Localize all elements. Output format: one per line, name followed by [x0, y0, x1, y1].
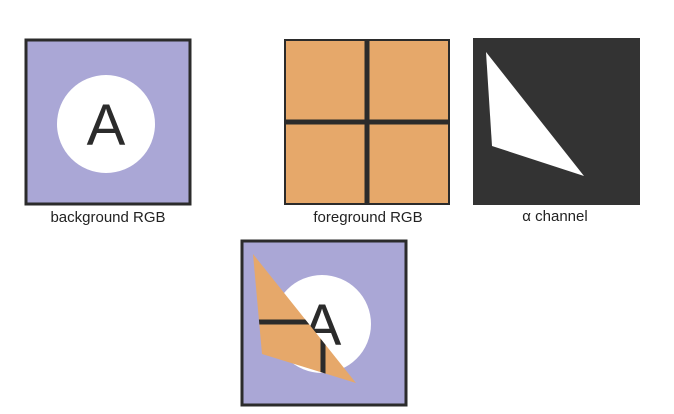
- background-caption: background RGB: [50, 209, 165, 226]
- composite-panel: A: [240, 239, 408, 407]
- foreground-caption: foreground RGB: [313, 209, 422, 226]
- alpha-shape: [486, 52, 584, 176]
- background-letter: A: [87, 93, 126, 158]
- background-circle: [57, 75, 155, 173]
- alpha-caption: α channel: [522, 208, 587, 225]
- foreground-rgb-panel: foreground RGB: [284, 39, 450, 226]
- alpha-channel-panel: α channel: [473, 38, 640, 225]
- background-rgb-panel: A background RGB: [24, 38, 192, 226]
